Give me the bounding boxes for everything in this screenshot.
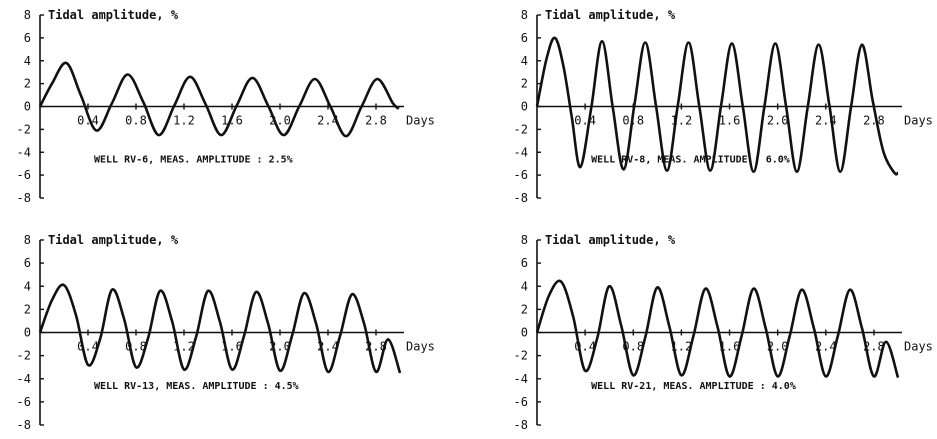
x-tick-label: 2.8 <box>863 114 885 128</box>
tidal-series-line <box>535 279 900 379</box>
y-tick-label: 0 <box>24 326 31 340</box>
x-tick-label: 1.6 <box>719 114 741 128</box>
y-tick-label: 0 <box>24 100 31 114</box>
y-tick-label: 2 <box>521 302 528 316</box>
y-tick-label: -6 <box>17 168 31 182</box>
x-tick-label: 1.6 <box>221 114 243 128</box>
y-tick-label: -6 <box>514 395 528 409</box>
x-axis-label: Days <box>406 114 435 128</box>
x-tick-label: 1.2 <box>671 340 693 354</box>
y-tick-label: 4 <box>24 279 31 293</box>
x-tick-label: 1.2 <box>173 114 195 128</box>
y-tick-label: -2 <box>17 349 31 363</box>
y-tick-label: -2 <box>17 122 31 136</box>
y-tick-label: -4 <box>514 372 528 386</box>
x-tick-label: 2.4 <box>317 114 339 128</box>
tidal-series-line <box>535 36 899 176</box>
x-tick-label: 2.0 <box>767 114 789 128</box>
y-tick-label: -2 <box>514 122 528 136</box>
x-tick-label: 0.4 <box>77 114 99 128</box>
y-tick-label: 6 <box>24 31 31 45</box>
y-tick-label: -8 <box>17 418 31 432</box>
y-tick-label: -8 <box>514 191 528 205</box>
chart-title: Tidal amplitude, % <box>545 8 676 22</box>
x-tick-label: 0.4 <box>574 114 596 128</box>
y-tick-label: 2 <box>24 302 31 316</box>
chart-title: Tidal amplitude, % <box>545 233 676 247</box>
y-tick-label: 2 <box>521 77 528 91</box>
well-annotation: WELL RV-6, MEAS. AMPLITUDE : 2.5% <box>94 155 293 166</box>
y-tick-label: 8 <box>521 8 528 22</box>
y-tick-label: -6 <box>514 168 528 182</box>
chart-title: Tidal amplitude, % <box>48 8 179 22</box>
x-tick-label: 1.6 <box>719 340 741 354</box>
y-tick-label: -4 <box>514 145 528 159</box>
tidal-series-line <box>38 61 400 138</box>
y-tick-label: 2 <box>24 77 31 91</box>
y-tick-label: -4 <box>17 372 31 386</box>
x-tick-label: 2.8 <box>365 114 387 128</box>
x-axis-label: Days <box>406 340 435 354</box>
y-tick-label: 0 <box>521 326 528 340</box>
tidal-series-line <box>38 283 402 374</box>
x-tick-label: 2.4 <box>815 340 837 354</box>
y-tick-label: 4 <box>521 54 528 68</box>
well-annotation: WELL RV-8, MEAS. AMPLITUDE : 6.0% <box>591 155 790 166</box>
x-tick-label: 2.0 <box>767 340 789 354</box>
y-tick-label: -4 <box>17 145 31 159</box>
y-tick-label: -8 <box>514 418 528 432</box>
chart-title: Tidal amplitude, % <box>48 233 179 247</box>
y-tick-label: 4 <box>24 54 31 68</box>
x-axis-label: Days <box>904 340 933 354</box>
well-annotation: WELL RV-13, MEAS. AMPLITUDE : 4.5% <box>94 381 299 392</box>
y-tick-label: 6 <box>521 31 528 45</box>
y-tick-label: 6 <box>521 256 528 270</box>
x-axis-label: Days <box>904 114 933 128</box>
x-tick-label: 2.8 <box>863 340 885 354</box>
y-tick-label: 8 <box>24 233 31 247</box>
y-tick-label: -2 <box>514 349 528 363</box>
y-tick-label: 8 <box>521 233 528 247</box>
y-tick-label: 6 <box>24 256 31 270</box>
x-tick-label: 0.8 <box>622 340 644 354</box>
y-tick-label: 0 <box>521 100 528 114</box>
y-tick-label: 4 <box>521 279 528 293</box>
y-tick-label: 8 <box>24 8 31 22</box>
y-tick-label: -8 <box>17 191 31 205</box>
x-tick-label: 0.8 <box>125 114 147 128</box>
well-annotation: WELL RV-21, MEAS. AMPLITUDE : 4.0% <box>591 381 796 392</box>
y-tick-label: -6 <box>17 395 31 409</box>
